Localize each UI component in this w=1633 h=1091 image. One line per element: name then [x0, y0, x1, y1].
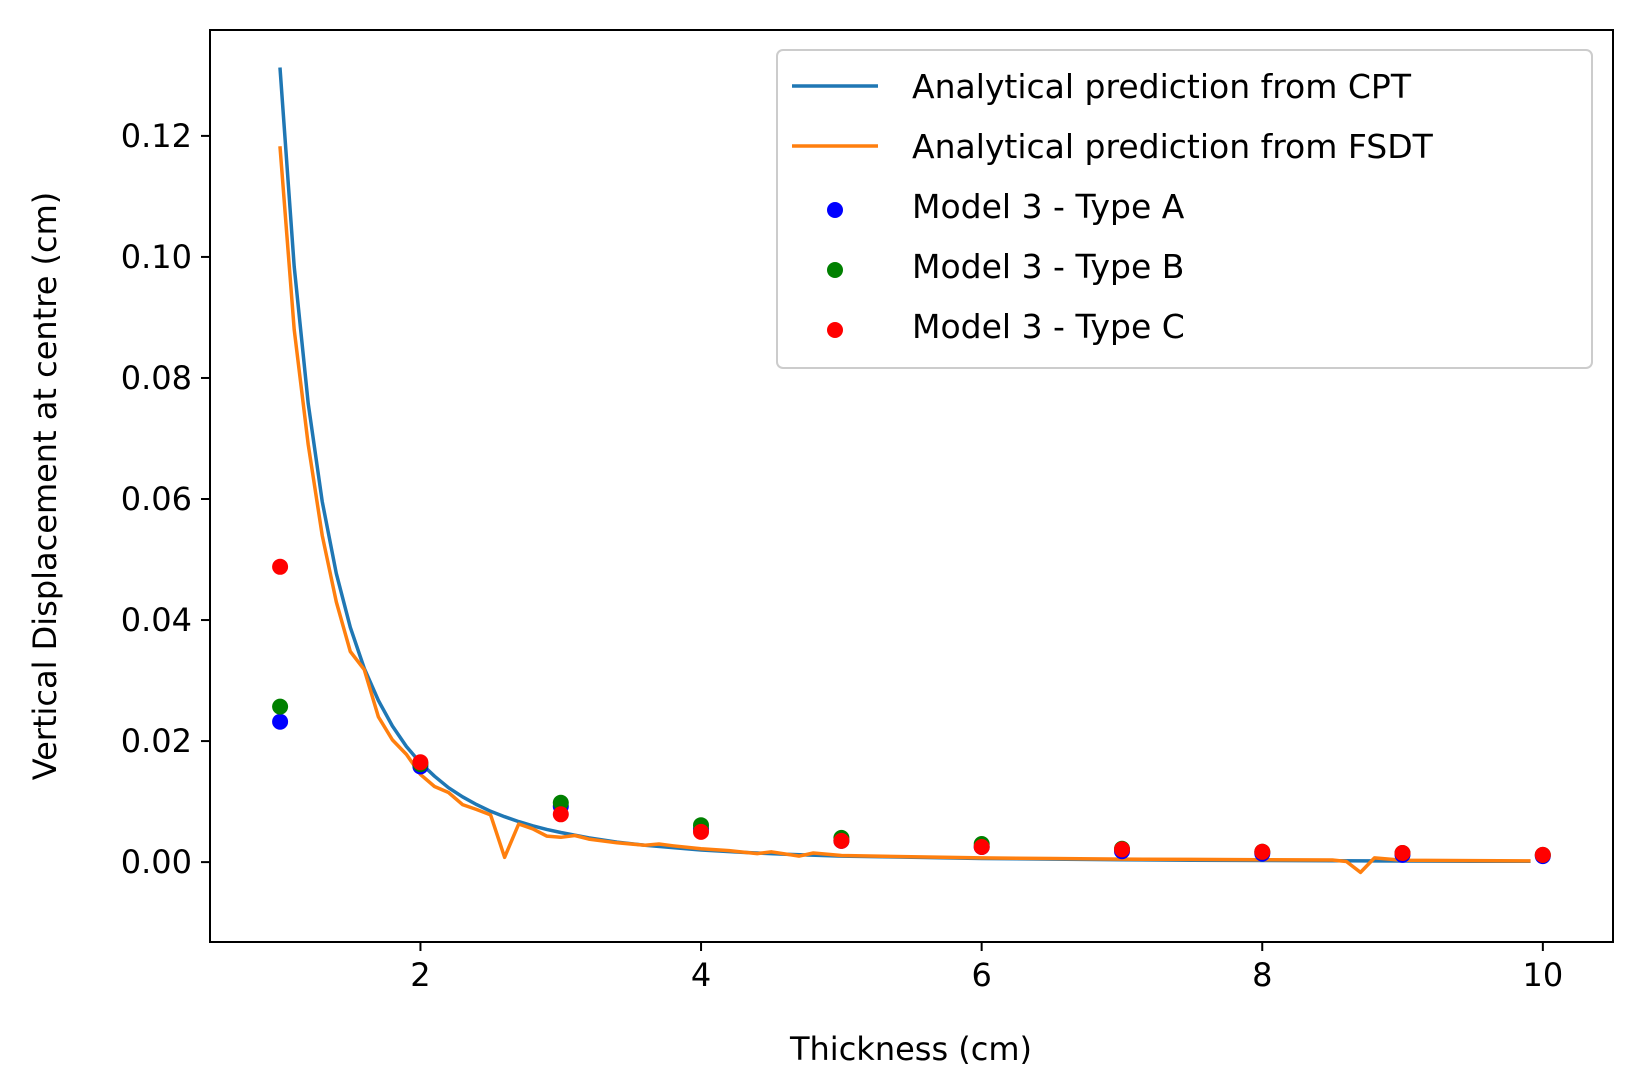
scatter-point-type-c — [1254, 843, 1271, 860]
legend-dot-swatch — [827, 202, 843, 218]
legend-label: Model 3 - Type A — [912, 187, 1185, 226]
legend-label: Analytical prediction from CPT — [912, 67, 1412, 106]
legend-entry-type-b: Model 3 - Type B — [827, 247, 1184, 286]
scatter-point-type-c — [1394, 845, 1411, 861]
y-tick-label: 0.00 — [121, 843, 192, 881]
x-tick-label: 6 — [971, 956, 991, 994]
scatter-point-type-c — [412, 754, 429, 771]
legend-box — [776, 49, 1593, 369]
y-tick-label: 0.12 — [121, 117, 192, 155]
x-axis-label: Thickness (cm) — [789, 1030, 1032, 1068]
legend-label: Model 3 - Type B — [912, 247, 1184, 286]
x-tick-label: 2 — [410, 956, 430, 994]
y-tick-label: 0.06 — [121, 480, 192, 518]
scatter-point-type-b — [552, 794, 569, 811]
x-tick-label: 4 — [691, 956, 711, 994]
plot-marks — [272, 67, 1551, 875]
scatter-point-type-c — [1534, 846, 1551, 863]
legend-dot-swatch — [827, 322, 843, 338]
scatter-point-type-c — [833, 832, 850, 849]
legend-entry-type-a: Model 3 - Type A — [827, 187, 1185, 226]
y-axis-ticks: 0.00 0.02 0.04 0.06 0.08 0.10 0.12 — [121, 117, 210, 881]
scatter-point-type-c — [272, 558, 289, 575]
x-tick-label: 8 — [1252, 956, 1272, 994]
scatter-point-type-a — [272, 713, 289, 730]
y-axis-label: Vertical Displacement at centre (cm) — [26, 192, 64, 781]
scatter-point-type-c — [693, 823, 709, 840]
legend-dot-swatch — [827, 262, 843, 278]
x-axis-ticks: 2 4 6 8 10 — [410, 942, 1563, 994]
scatter-point-type-c — [973, 839, 990, 855]
legend-entry-cpt: Analytical prediction from CPT — [792, 67, 1412, 106]
scatter-point-type-c — [1114, 841, 1130, 858]
scatter-point-type-b — [272, 698, 289, 715]
legend-label: Analytical prediction from FSDT — [912, 127, 1434, 166]
y-tick-label: 0.02 — [121, 722, 192, 760]
x-tick-label: 10 — [1522, 956, 1563, 994]
legend-entry-fsdt: Analytical prediction from FSDT — [792, 127, 1434, 166]
y-tick-label: 0.08 — [121, 359, 192, 397]
legend: Analytical prediction from CPT Analytical… — [776, 49, 1593, 369]
legend-label: Model 3 - Type C — [912, 307, 1185, 346]
plot-frame — [209, 29, 1614, 943]
legend-entry-type-c: Model 3 - Type C — [827, 307, 1185, 346]
y-tick-label: 0.04 — [121, 601, 192, 639]
scatter-point-type-c — [552, 806, 569, 823]
series-line-fsdt — [278, 146, 1531, 875]
y-tick-label: 0.10 — [121, 238, 192, 276]
